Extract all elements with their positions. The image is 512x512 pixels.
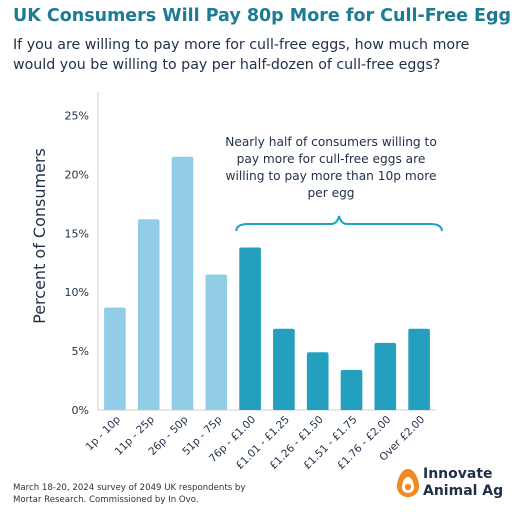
annotation-line: willing to pay more than 10p more (226, 169, 437, 183)
egg-logo-icon (397, 469, 419, 497)
annotation-line: Nearly half of consumers willing to (225, 135, 437, 149)
bar (340, 369, 363, 410)
y-tick-label: 25% (65, 110, 89, 123)
bar (205, 274, 228, 410)
annotation-line: per egg (307, 186, 354, 200)
bar (239, 247, 261, 410)
bar (273, 328, 295, 410)
brand-logo: Innovate Animal Ag (396, 464, 508, 504)
y-tick-label: 20% (65, 168, 89, 181)
y-tick-label: 5% (72, 345, 89, 358)
bar (104, 307, 126, 410)
annotation-line: pay more for cull-free eggs are (237, 152, 426, 166)
source-note: March 18-20, 2024 survey of 2049 UK resp… (13, 483, 246, 505)
bar (306, 352, 329, 410)
annotation-group: Nearly half of consumers willing to pay m… (225, 135, 443, 232)
annotation-brace (235, 215, 443, 232)
y-tick-label: 15% (65, 227, 89, 240)
page-title: UK Consumers Will Pay 80p More for Cull-… (13, 6, 512, 26)
bars-group (104, 156, 430, 410)
y-tick-label: 0% (72, 404, 89, 417)
bar (137, 219, 160, 410)
y-axis-title-group: Percent of Consumers (30, 148, 49, 324)
bar (374, 342, 397, 410)
y-ticks-group: 0% 5% 10% 15% 20% 25% (65, 110, 89, 417)
bar (171, 156, 194, 410)
bar (408, 328, 430, 410)
y-tick-label: 10% (65, 286, 89, 299)
y-axis-title: Percent of Consumers (30, 148, 49, 324)
brand-name: Innovate Animal Ag (423, 466, 504, 499)
page-subtitle: If you are willing to pay more for cull-… (13, 37, 470, 73)
